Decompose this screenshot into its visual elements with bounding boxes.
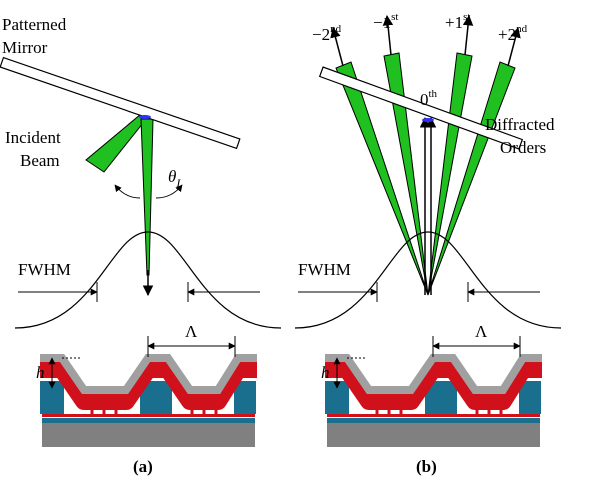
- order-label: −1st: [373, 11, 398, 32]
- fwhm-label: FWHM: [298, 260, 351, 279]
- order-beam: [428, 62, 515, 295]
- panel-label: (b): [416, 457, 437, 476]
- height-label: h: [321, 363, 330, 382]
- mirror-label: Mirror: [2, 38, 48, 57]
- period-label: Λ: [475, 322, 488, 341]
- angle-label: θI: [168, 167, 181, 190]
- fwhm-label: FWHM: [18, 260, 71, 279]
- panel-label: (a): [133, 457, 153, 476]
- diffracted-label: Diffracted: [485, 115, 555, 134]
- panel-a: Patterned Mirror Incident Beam θI FWHM Λ…: [0, 15, 281, 476]
- angle-arc: [115, 185, 140, 198]
- beam-label: Beam: [20, 151, 60, 170]
- reflected-beam: [141, 119, 153, 275]
- mirror-label: Patterned: [2, 15, 67, 34]
- gaussian: [295, 232, 561, 328]
- spot: [139, 115, 151, 119]
- period-label: Λ: [185, 322, 198, 341]
- figure: Patterned Mirror Incident Beam θI FWHM Λ…: [0, 0, 598, 487]
- height-label: h: [36, 363, 45, 382]
- panel-b: −2nd −1st 0th +1st +2nd Diffracted Order…: [295, 11, 561, 476]
- beam-label: Incident: [5, 128, 61, 147]
- diffracted-label: Orders: [500, 138, 546, 157]
- incident-beam: [86, 114, 147, 172]
- order-label: +2nd: [498, 23, 528, 44]
- order-label: +1st: [445, 11, 470, 32]
